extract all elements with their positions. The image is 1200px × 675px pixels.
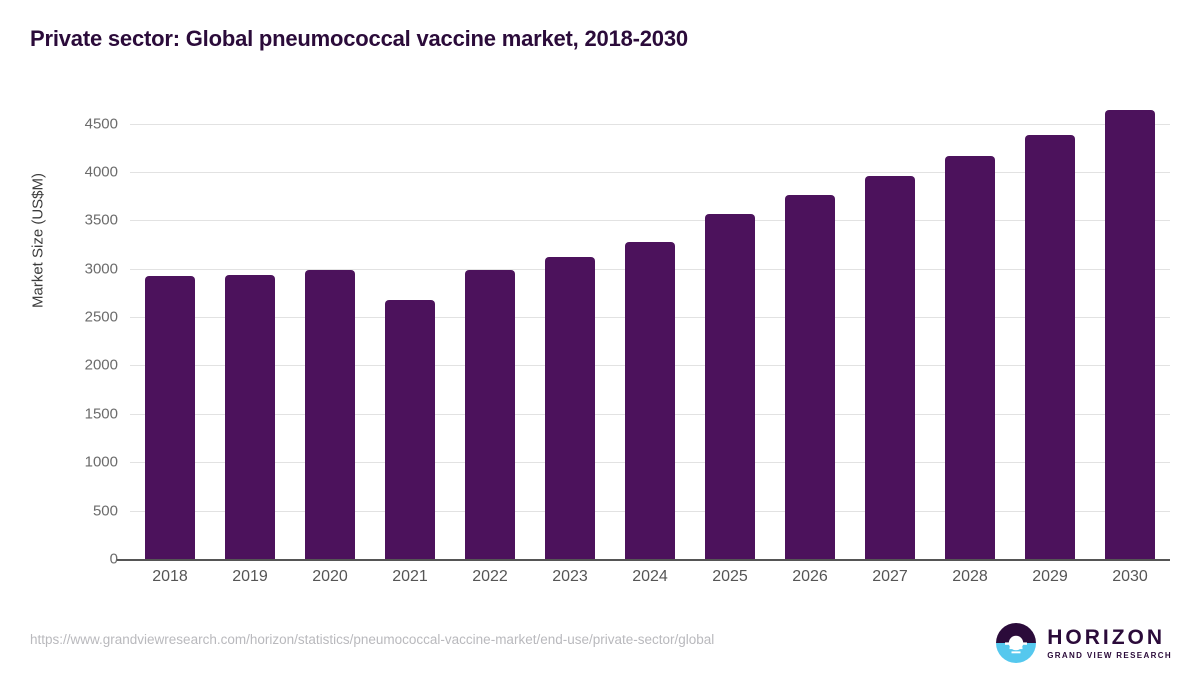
bar-group[interactable]: 2030 [1105, 0, 1155, 610]
x-axis-line [117, 559, 1170, 561]
horizon-logo-icon [995, 622, 1037, 664]
x-axis-tick-label: 2025 [712, 568, 748, 585]
logo-wordmark: HORIZON [1047, 625, 1166, 649]
y-axis-tick-label: 2500 [84, 308, 118, 326]
bar[interactable] [385, 299, 435, 559]
bar-group[interactable]: 2018 [145, 0, 195, 610]
horizon-logo-text: HORIZON GRAND VIEW RESEARCH [1047, 627, 1172, 660]
y-axis-tick-label: 3000 [84, 260, 118, 278]
bar[interactable] [465, 270, 515, 559]
gridline [130, 123, 1170, 125]
y-axis-tick-label: 0 [109, 550, 118, 568]
y-axis-title: Market Size (US$M) [29, 172, 47, 309]
bar[interactable] [705, 213, 755, 559]
bar[interactable] [145, 276, 195, 559]
x-axis-tick-label: 2028 [952, 568, 988, 585]
bar-series: 2018 2019 2020 2021 2022 2023 2024 2025 2026 2027… [130, 0, 1170, 610]
bar[interactable] [625, 241, 675, 559]
bar-group[interactable]: 2027 [865, 0, 915, 610]
y-axis-tick-labels: 0 500 1000 1500 2000 2500 3000 3500 4000 4500 [58, 0, 118, 610]
y-axis-tick-label: 500 [92, 502, 118, 520]
bar[interactable] [865, 176, 915, 559]
x-axis-tick-label: 2019 [232, 568, 268, 585]
bar-group[interactable]: 2020 [305, 0, 355, 610]
bar-group[interactable]: 2026 [785, 0, 835, 610]
x-axis-tick-label: 2029 [1032, 568, 1068, 585]
x-axis-tick-label: 2021 [392, 568, 428, 585]
y-axis-tick-label: 1500 [84, 405, 118, 423]
bar-group[interactable]: 2021 [385, 0, 435, 610]
bar-group[interactable]: 2023 [545, 0, 595, 610]
bar-group[interactable]: 2029 [1025, 0, 1075, 610]
bar-group[interactable]: 2024 [625, 0, 675, 610]
plot-area: Market Size (US$M) 0 500 1000 1500 2000 2500 3… [29, 0, 1170, 610]
y-axis-tick-label: 4500 [84, 115, 118, 132]
x-axis-tick-label: 2018 [152, 568, 188, 585]
x-axis-tick-label: 2026 [792, 568, 828, 585]
x-axis-tick-label: 2020 [312, 568, 348, 585]
logo-tagline: GRAND VIEW RESEARCH [1047, 650, 1172, 660]
x-axis-tick-label: 2024 [632, 568, 668, 585]
bar-group[interactable]: 2019 [225, 0, 275, 610]
bar[interactable] [305, 269, 355, 559]
x-axis-tick-label: 2027 [872, 568, 908, 585]
page-title: Private sector: Global pneumococcal vacc… [30, 26, 688, 51]
bar[interactable] [545, 256, 595, 559]
y-axis-tick-label: 3500 [84, 211, 118, 229]
x-axis-tick-label: 2023 [552, 568, 588, 585]
bar-group[interactable]: 2025 [705, 0, 755, 610]
bar-group[interactable]: 2028 [945, 0, 995, 610]
footer: https://www.grandviewresearch.com/horizo… [0, 612, 1200, 675]
y-axis-tick-label: 4000 [84, 163, 118, 181]
x-axis-tick-label: 2022 [472, 568, 508, 585]
source-url[interactable]: https://www.grandviewresearch.com/horizo… [30, 632, 715, 647]
x-axis-tick-label: 2030 [1112, 568, 1148, 585]
bar[interactable] [1025, 134, 1075, 559]
y-axis-tick-label: 1000 [84, 453, 118, 471]
bar[interactable] [225, 274, 275, 559]
bar[interactable] [785, 195, 835, 559]
gridline [130, 171, 1170, 173]
bar[interactable] [945, 156, 995, 559]
gridline [130, 220, 1170, 222]
y-axis-tick-label: 2000 [84, 356, 118, 374]
bar-group[interactable]: 2022 [465, 0, 515, 610]
bar[interactable] [1105, 110, 1155, 559]
horizon-logo: HORIZON GRAND VIEW RESEARCH [995, 622, 1172, 664]
